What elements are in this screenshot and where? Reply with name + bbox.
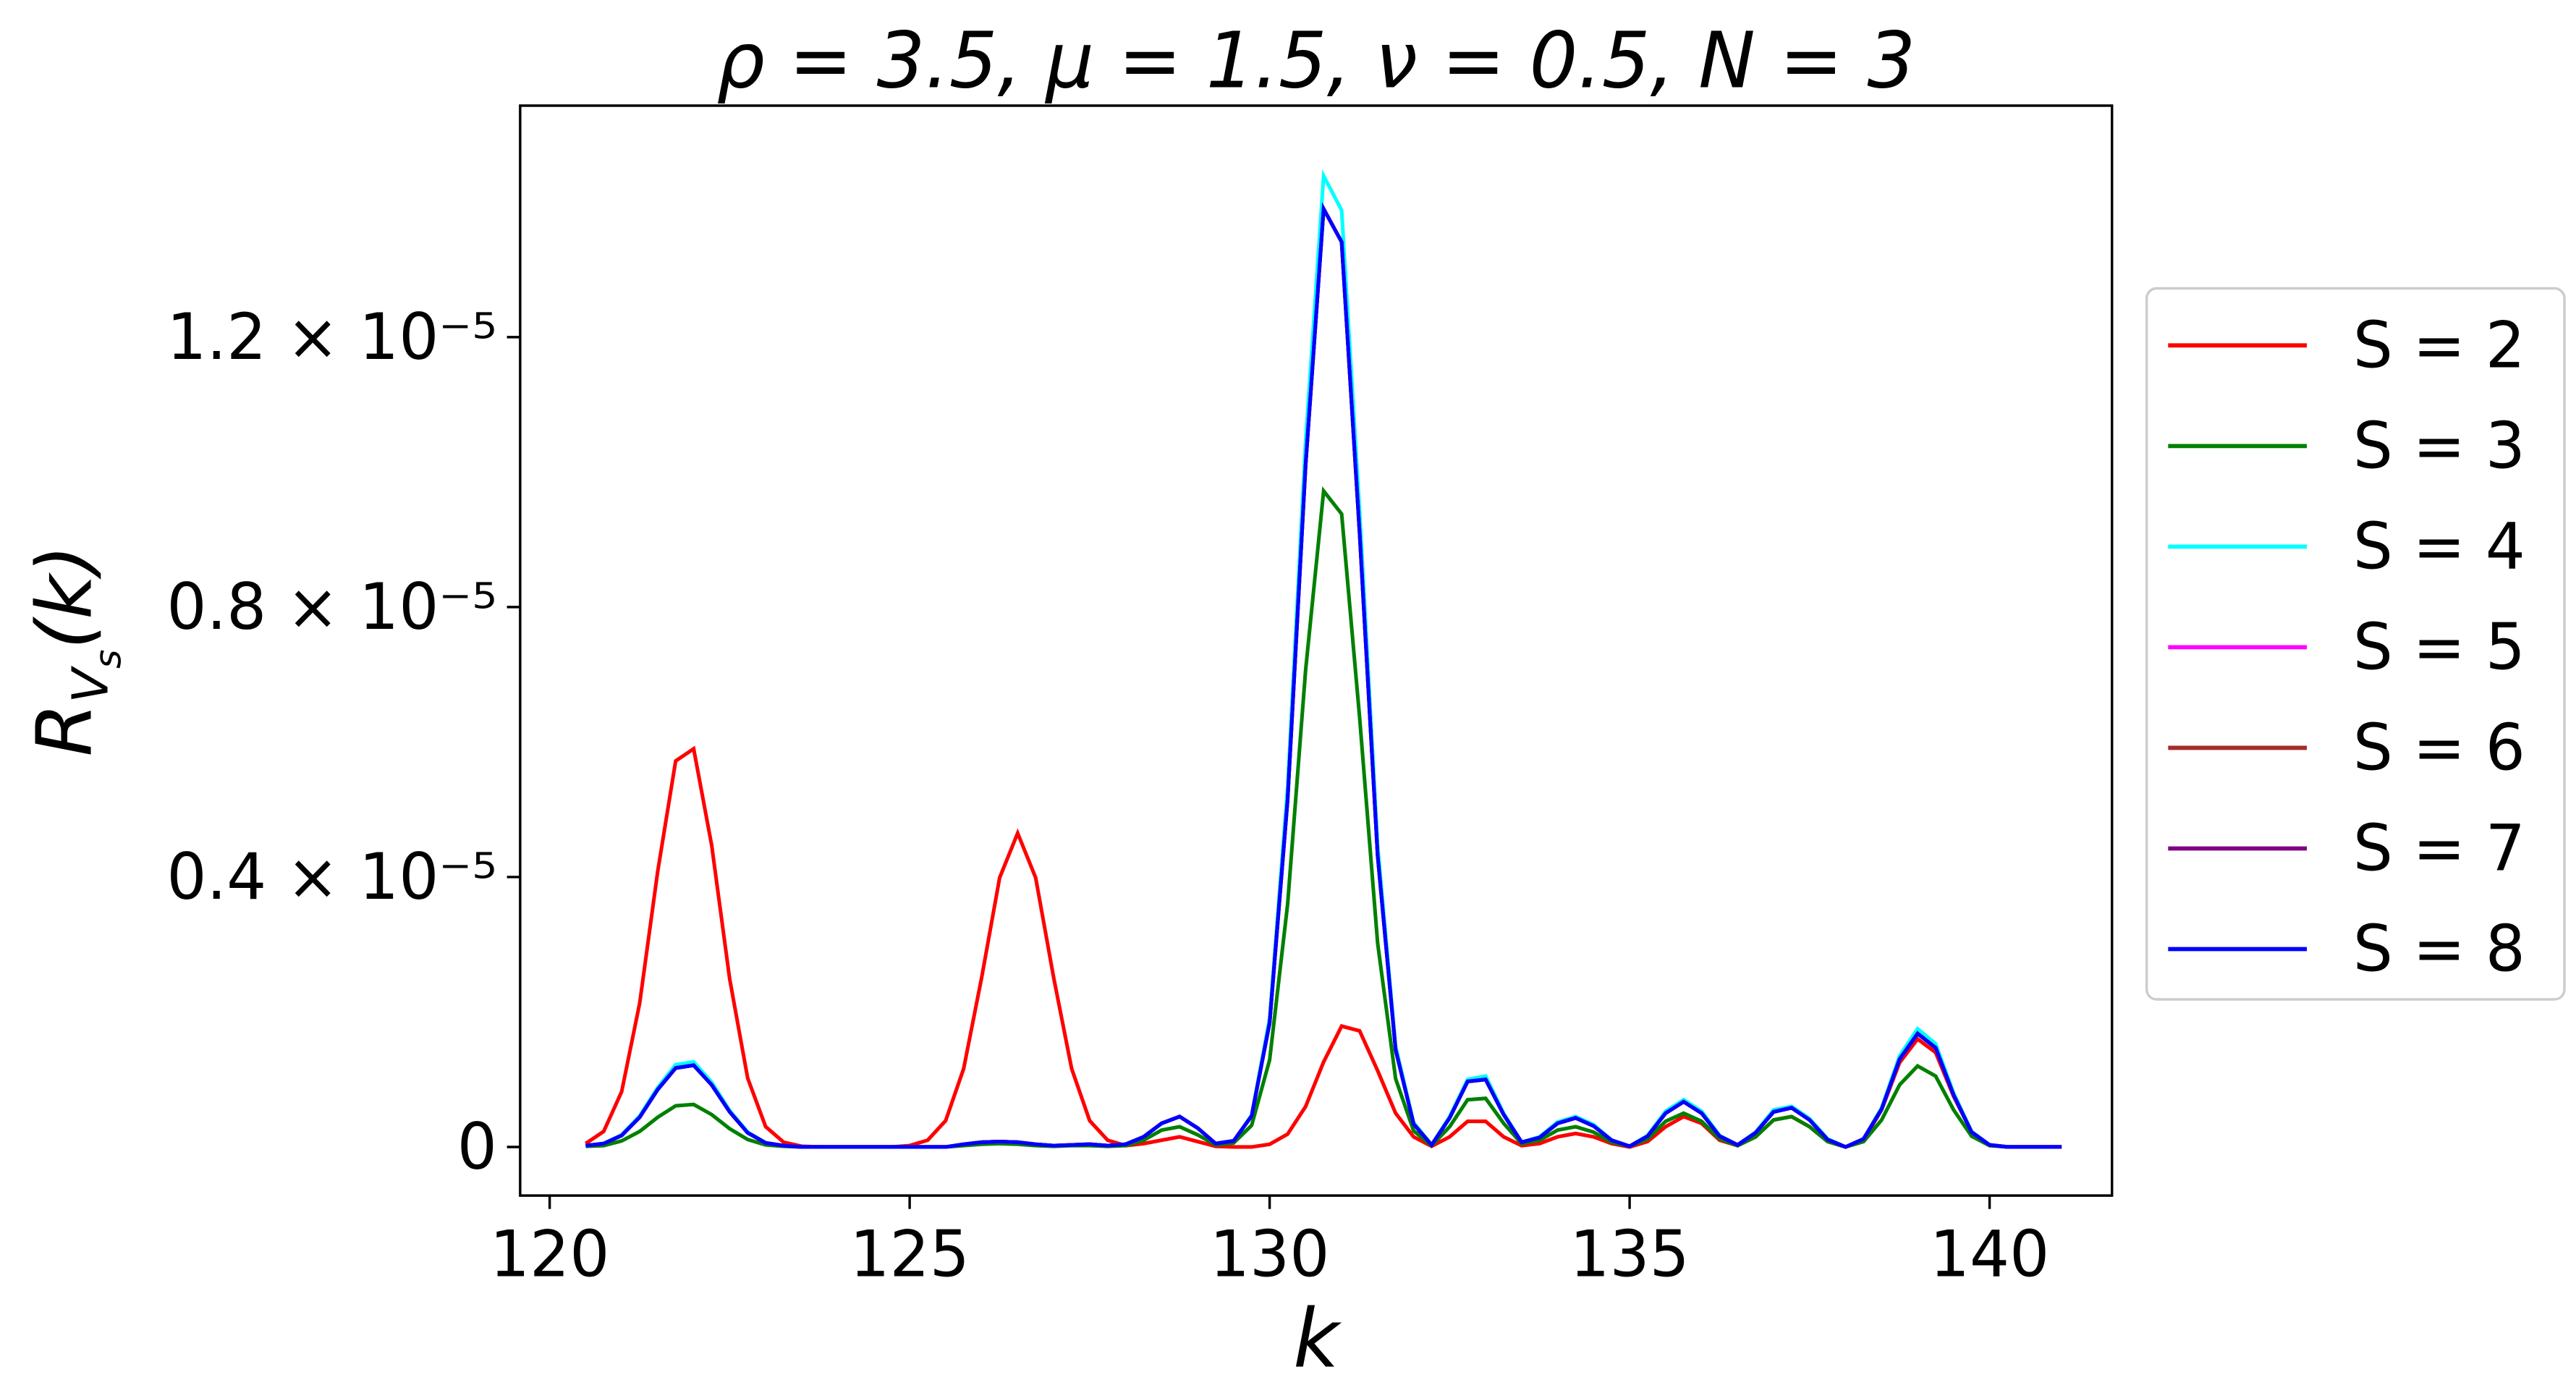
- x-tick-label: 135: [1569, 1217, 1690, 1292]
- legend-label: S = 8: [2353, 912, 2525, 986]
- x-tick-label: 130: [1210, 1217, 1330, 1292]
- series-line: [585, 202, 2062, 1149]
- y-label-rest: (k): [20, 545, 109, 650]
- series-line: [585, 202, 2062, 1149]
- y-tick-label: 0.8 × 10⁻⁵: [166, 570, 497, 644]
- y-tick-label: 0: [457, 1109, 497, 1184]
- y-label-sub: V: [62, 665, 119, 703]
- y-label-base: R: [20, 703, 109, 757]
- legend-label: S = 2: [2353, 308, 2525, 383]
- legend-label: S = 6: [2353, 711, 2525, 785]
- legend-box: [2145, 287, 2566, 1001]
- y-tick-label: 1.2 × 10⁻⁵: [166, 300, 497, 374]
- legend-label: S = 7: [2353, 811, 2525, 886]
- series-line: [585, 745, 2062, 1149]
- chart-title: ρ = 3.5, μ = 1.5, ν = 0.5, N = 3: [716, 16, 1915, 106]
- series-line: [585, 486, 2062, 1149]
- y-tick-label: 0.4 × 10⁻⁵: [166, 839, 497, 914]
- legend-label: S = 5: [2353, 610, 2525, 685]
- series-line: [585, 169, 2062, 1149]
- x-tick-label: 140: [1930, 1217, 2050, 1292]
- x-tick-label: 120: [490, 1217, 610, 1292]
- y-label-subsub: s: [87, 649, 130, 669]
- legend-label: S = 3: [2353, 409, 2525, 483]
- y-axis-label: RVs(k): [20, 545, 129, 757]
- series-line: [585, 202, 2062, 1149]
- x-tick-label: 125: [850, 1217, 970, 1292]
- plot-frame: [519, 104, 2114, 1197]
- legend-label: S = 4: [2353, 509, 2525, 584]
- series-line: [585, 202, 2062, 1149]
- x-axis-label: k: [1293, 1293, 1342, 1380]
